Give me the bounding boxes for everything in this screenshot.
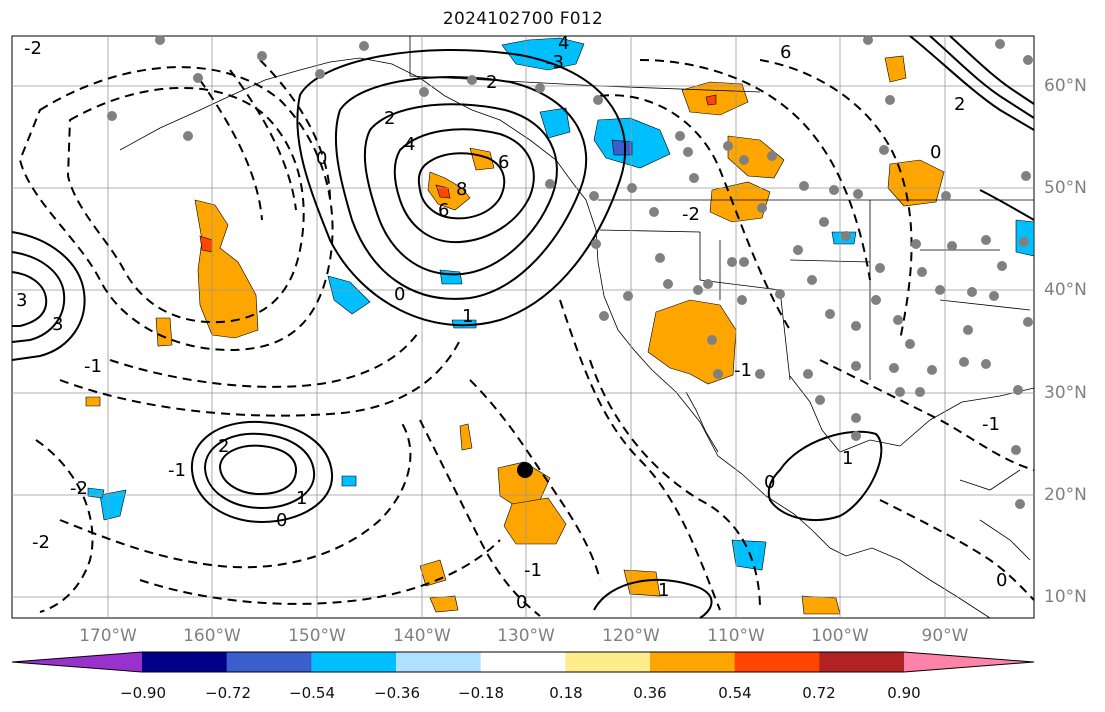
colorbar-segment [565,652,651,672]
lon-tick-label: 100°W [811,626,869,646]
contour-label: 6 [498,152,509,173]
colorbar-tick-label: −0.36 [374,684,420,702]
colorbar [11,651,1035,673]
colorbar-extend-high [904,652,1034,672]
colorbar-segment [142,652,228,672]
contour-label: 0 [394,284,405,305]
colorbar-segment [734,652,820,672]
colorbar-tick-label: 0.54 [718,684,752,702]
lat-tick-label: 10°N [1044,587,1087,607]
contour-label: 3 [16,290,27,311]
contour-label: 0 [276,510,287,531]
colorbar-segment [226,652,312,672]
contour-label: 6 [780,42,791,63]
contour-label: 1 [296,488,307,509]
colorbar-tick-label: 0.36 [633,684,667,702]
lon-tick-label: 130°W [497,626,555,646]
colorbar-tick-label: 0.18 [549,684,583,702]
contour-label: 2 [954,94,965,115]
contour-label: -1 [734,360,752,381]
contour-label: -1 [168,460,186,481]
colorbar-tick-label: −0.54 [289,684,335,702]
contour-label: 0 [930,142,941,163]
station-dots [107,35,1033,509]
contour-label: 0 [996,570,1007,591]
colorbar-segment [650,652,736,672]
lon-tick-label: 170°W [79,626,137,646]
contour-label: 1 [462,306,473,327]
contour-label: 0 [516,592,527,613]
colorbar-tick-label: 0.90 [887,684,921,702]
contour-label: 2 [384,108,395,129]
contour-label: -3 [546,52,564,73]
colorbar-tick-label: −0.18 [458,684,504,702]
colorbar-segment [311,652,397,672]
contour-label: 6 [438,200,449,221]
colorbar-segment [480,652,566,672]
lat-tick-label: 60°N [1044,76,1087,96]
colorbar-segment [819,652,905,672]
contour-label: 2 [486,72,497,93]
contour-label: -2 [32,532,50,553]
colorbar-tick-label: −0.90 [120,684,166,702]
contour-label: 4 [404,134,415,155]
contour-label: -2 [70,478,88,499]
black-dot-marker [517,462,533,478]
colorbar-extend-low [12,652,142,672]
lon-tick-label: 120°W [602,626,660,646]
lon-tick-label: 160°W [183,626,241,646]
page-title: 2024102700 F012 [442,9,604,29]
colorbar-tick-label: −0.72 [205,684,251,702]
contour-labels: 4 -3 2 2 4 6 8 6 0 0 1 3 3 -1 2 1 0 -2 -… [16,33,1007,613]
lon-tick-label: 140°W [393,626,451,646]
contour-label: -1 [524,560,542,581]
contour-label: 1 [842,448,853,469]
contour-label: -2 [682,204,700,225]
contour-label: 3 [52,314,63,335]
negative-anomaly-regions [87,37,1035,571]
lat-tick-label: 50°N [1044,178,1087,198]
colorbar-segment [396,652,482,672]
contour-label: 0 [316,148,327,169]
contour-label: -1 [982,414,1000,435]
positive-anomaly-regions [85,55,945,615]
contour-label: 4 [558,33,569,54]
dashed-contours [18,59,1035,617]
contour-label: -2 [24,38,42,59]
contour-label: -1 [84,356,102,377]
lon-tick-label: 90°W [921,626,969,646]
lat-tick-label: 20°N [1044,485,1087,505]
colorbar-tick-label: 0.72 [802,684,836,702]
contour-label: 2 [218,436,229,457]
lon-tick-label: 150°W [288,626,346,646]
lat-tick-label: 40°N [1044,280,1087,300]
contour-label: 0 [764,472,775,493]
contour-label: 1 [658,580,669,601]
contour-label: 8 [456,179,467,200]
colorbar-outline [11,651,1035,673]
lon-tick-label: 110°W [707,626,765,646]
lat-tick-label: 30°N [1044,383,1087,403]
